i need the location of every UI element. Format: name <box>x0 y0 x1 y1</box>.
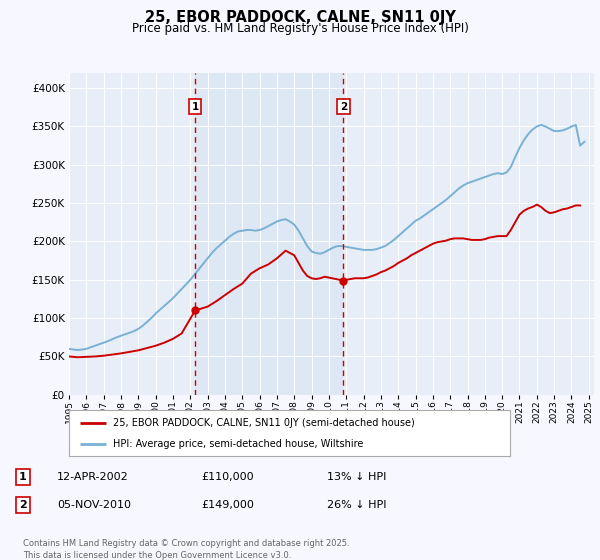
Text: Price paid vs. HM Land Registry's House Price Index (HPI): Price paid vs. HM Land Registry's House … <box>131 22 469 35</box>
Text: £149,000: £149,000 <box>201 500 254 510</box>
Bar <box>195 73 343 395</box>
Text: HPI: Average price, semi-detached house, Wiltshire: HPI: Average price, semi-detached house,… <box>113 439 364 449</box>
Text: 25, EBOR PADDOCK, CALNE, SN11 0JY: 25, EBOR PADDOCK, CALNE, SN11 0JY <box>145 10 455 25</box>
Text: 2: 2 <box>340 101 347 111</box>
Text: 1: 1 <box>19 472 26 482</box>
Text: 12-APR-2002: 12-APR-2002 <box>57 472 129 482</box>
Text: £110,000: £110,000 <box>201 472 254 482</box>
Text: 13% ↓ HPI: 13% ↓ HPI <box>327 472 386 482</box>
Text: 1: 1 <box>191 101 199 111</box>
Text: 25, EBOR PADDOCK, CALNE, SN11 0JY (semi-detached house): 25, EBOR PADDOCK, CALNE, SN11 0JY (semi-… <box>113 418 415 428</box>
Text: 26% ↓ HPI: 26% ↓ HPI <box>327 500 386 510</box>
Text: 2: 2 <box>19 500 26 510</box>
Text: 05-NOV-2010: 05-NOV-2010 <box>57 500 131 510</box>
Text: Contains HM Land Registry data © Crown copyright and database right 2025.
This d: Contains HM Land Registry data © Crown c… <box>23 539 349 559</box>
